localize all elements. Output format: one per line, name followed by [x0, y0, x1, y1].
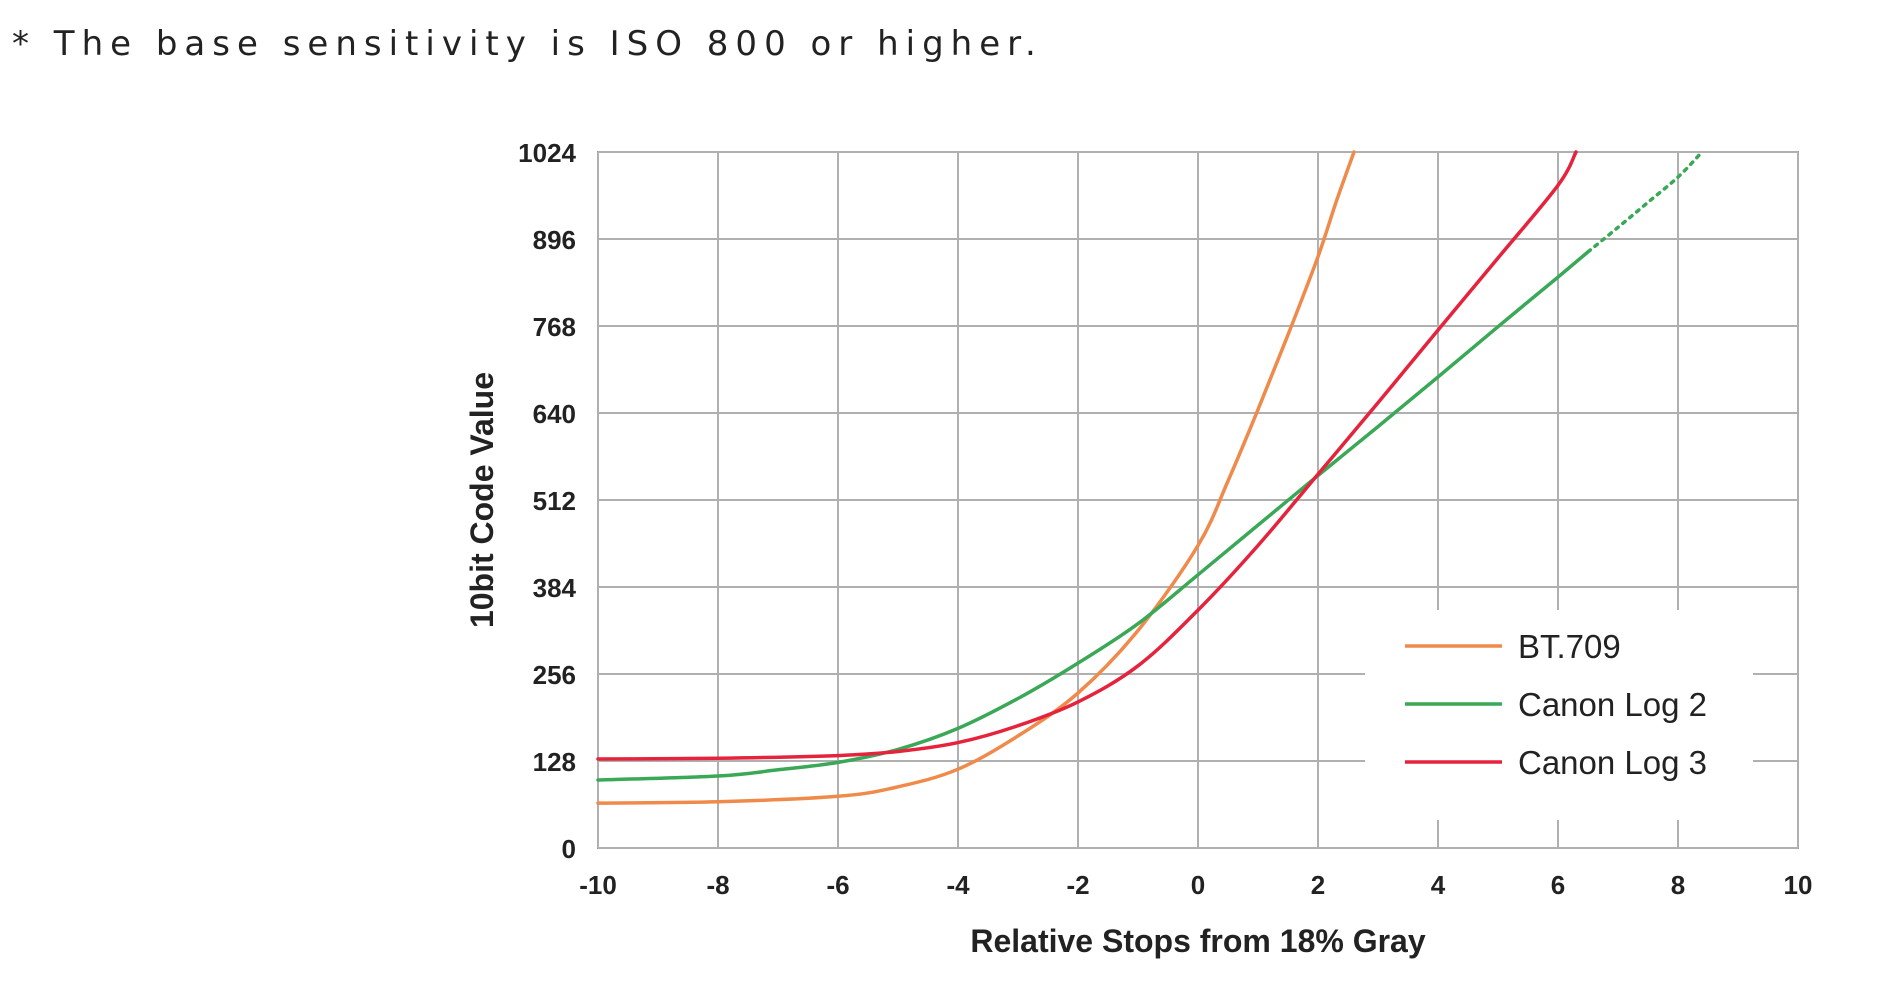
- x-tick-label: -4: [946, 870, 970, 900]
- legend-label-canon-log-3: Canon Log 3: [1518, 744, 1707, 781]
- y-tick-label: 768: [533, 312, 576, 342]
- legend-label-bt-709: BT.709: [1518, 628, 1621, 665]
- x-tick-label: -10: [579, 870, 617, 900]
- y-tick-label: 1024: [518, 138, 576, 168]
- legend-label-canon-log-2: Canon Log 2: [1518, 686, 1707, 723]
- x-tick-label: -2: [1066, 870, 1089, 900]
- y-tick-label: 896: [533, 225, 576, 255]
- y-tick-label: 640: [533, 399, 576, 429]
- x-tick-label: 2: [1311, 870, 1325, 900]
- y-tick-label: 0: [562, 834, 576, 864]
- y-tick-label: 128: [533, 747, 576, 777]
- x-tick-label: 0: [1191, 870, 1205, 900]
- footnote: * The base sensitivity is ISO 800 or hig…: [12, 24, 1043, 64]
- x-tick-label: -6: [826, 870, 849, 900]
- y-tick-label: 256: [533, 660, 576, 690]
- y-axis-title: 10bit Code Value: [464, 372, 500, 628]
- series-line-canon-log-3: [596, 150, 1578, 761]
- x-axis-title: Relative Stops from 18% Gray: [970, 923, 1425, 959]
- series-line-bt-709: [596, 150, 1356, 805]
- series-line-canon-log-2: [596, 250, 1590, 782]
- x-tick-label: 6: [1551, 870, 1565, 900]
- y-tick-label: 512: [533, 486, 576, 516]
- x-tick-label: -8: [706, 870, 729, 900]
- legend: BT.709 Canon Log 2 Canon Log 3: [1365, 610, 1753, 820]
- x-tick-label: 8: [1671, 870, 1685, 900]
- y-tick-label: 384: [533, 573, 577, 603]
- x-tick-label: 10: [1784, 870, 1813, 900]
- x-tick-label: 4: [1431, 870, 1446, 900]
- series-line-canon-log-2-extrapolated: [1586, 150, 1704, 254]
